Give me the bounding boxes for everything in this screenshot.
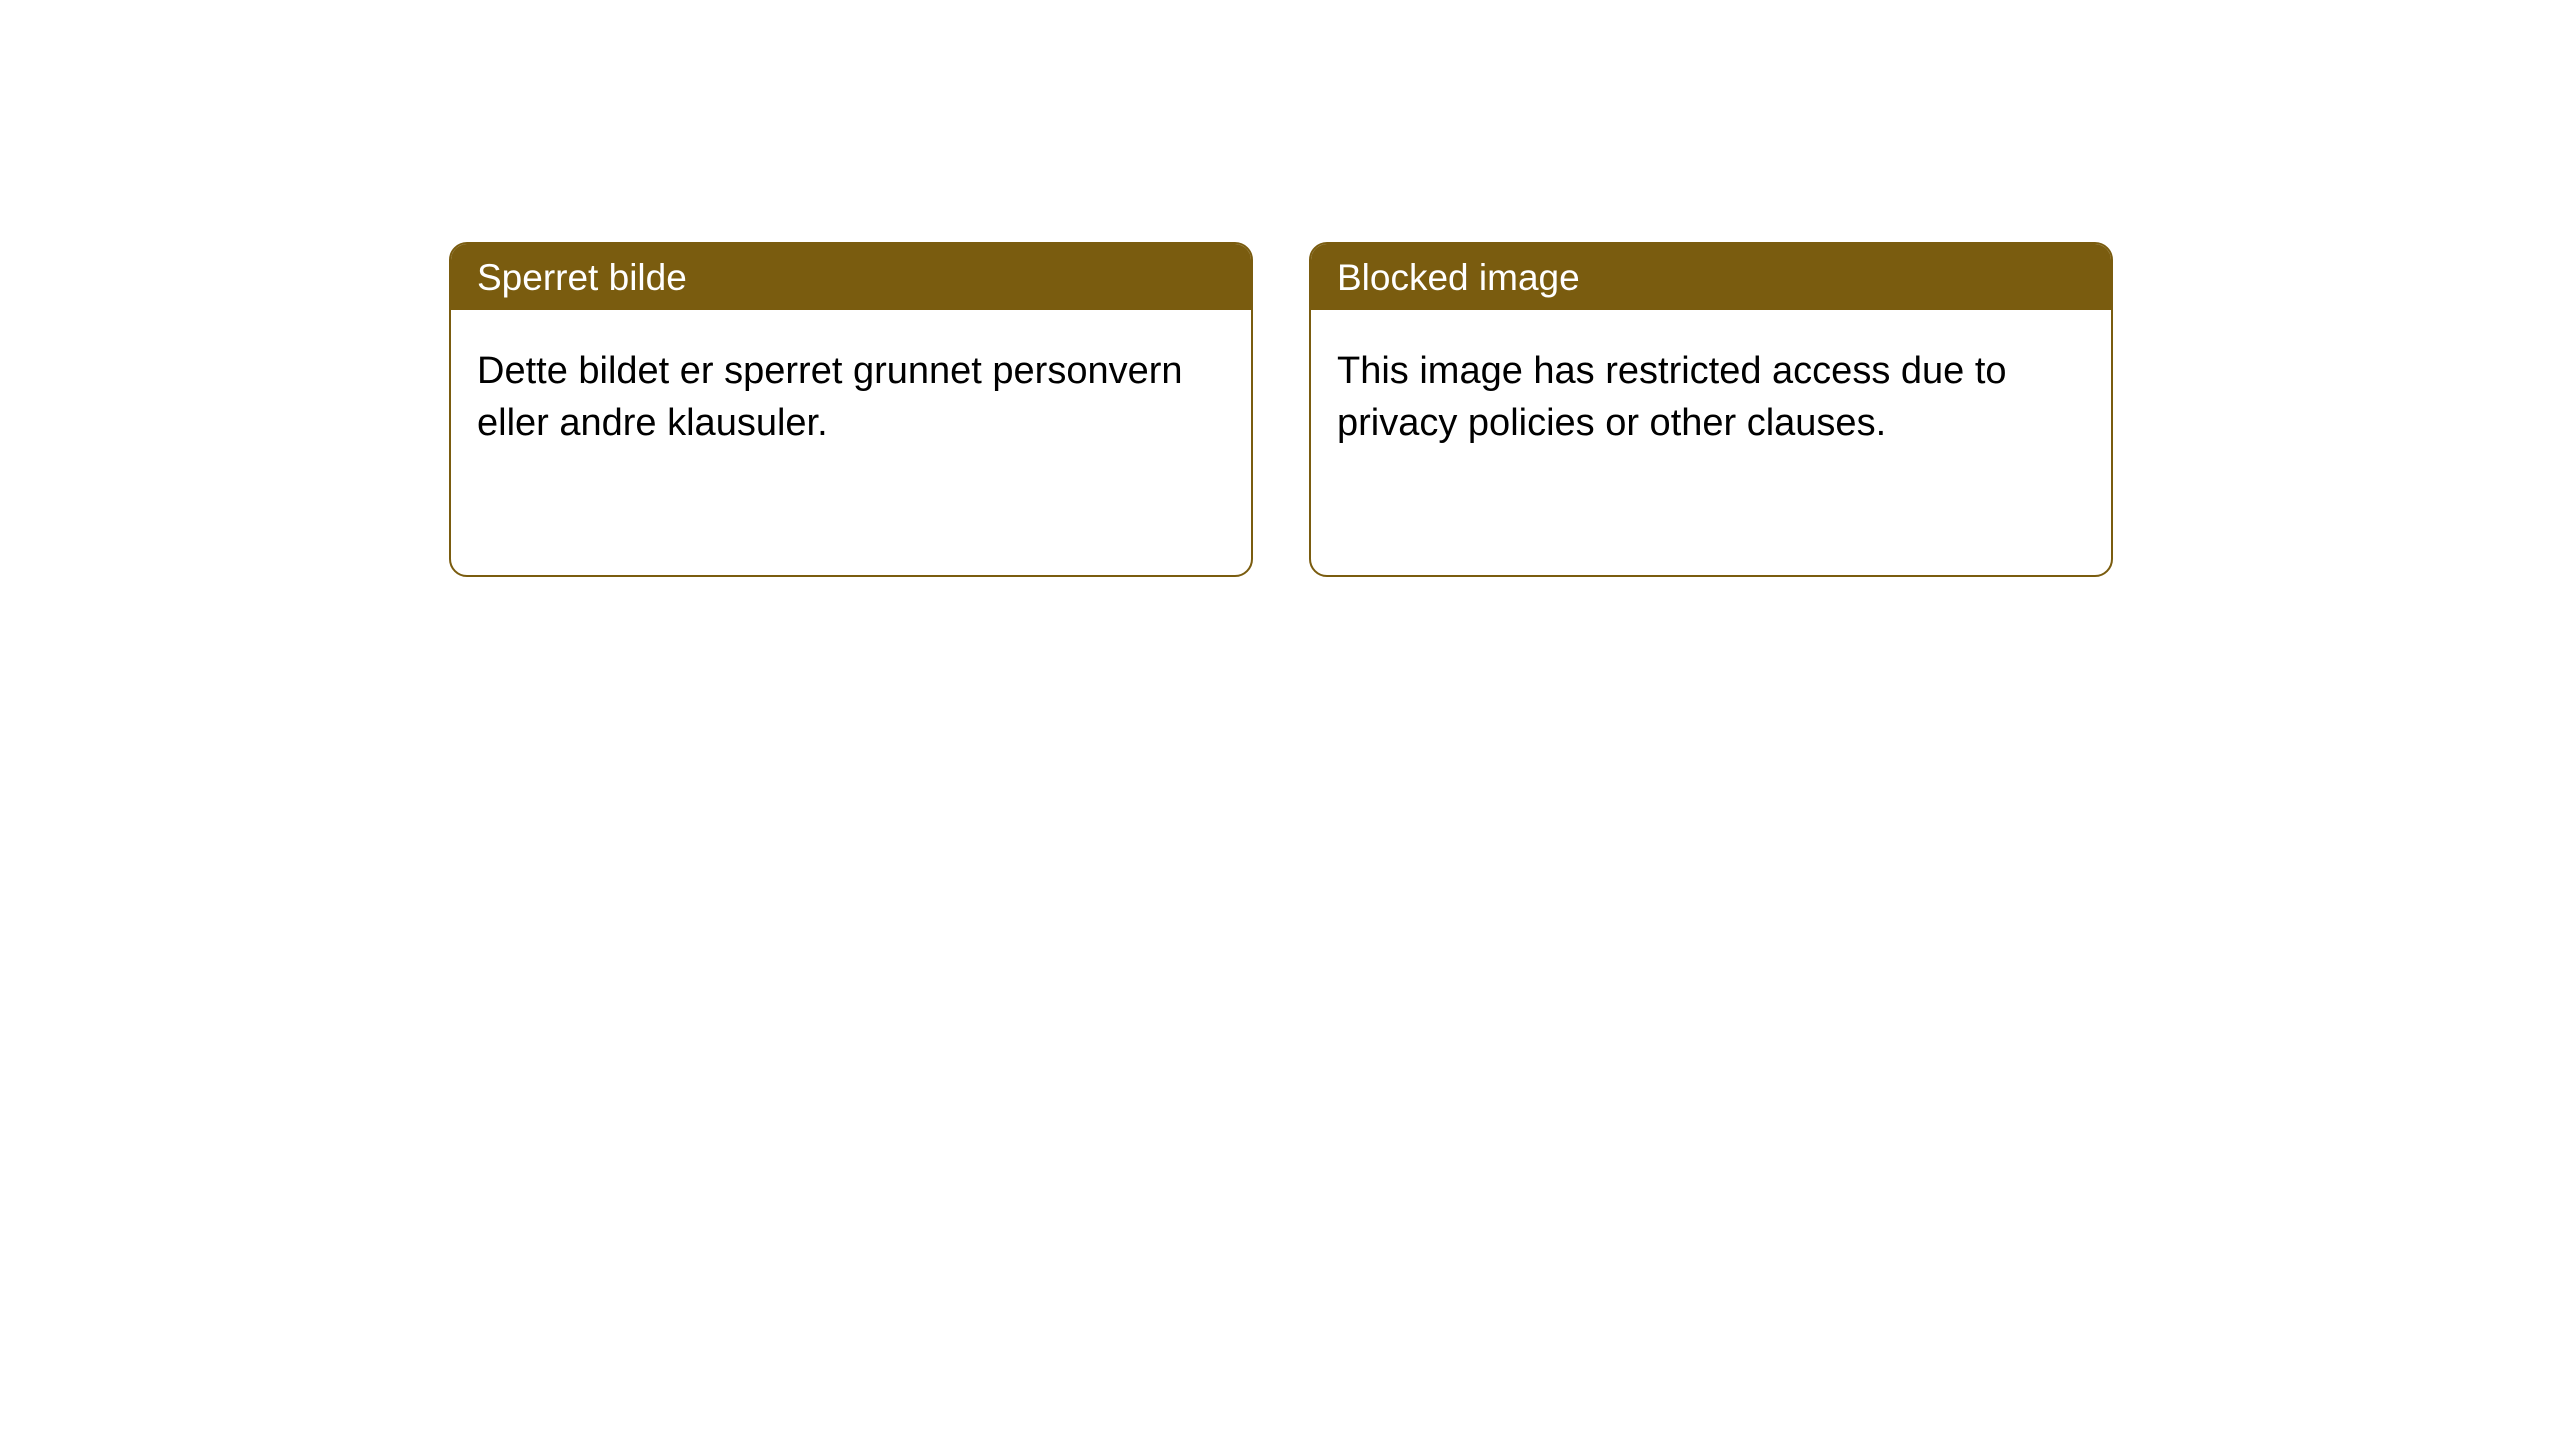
notice-container: Sperret bilde Dette bildet er sperret gr… (0, 0, 2560, 577)
notice-body-english: This image has restricted access due to … (1311, 310, 2111, 475)
notice-header-english: Blocked image (1311, 244, 2111, 310)
notice-card-english: Blocked image This image has restricted … (1309, 242, 2113, 577)
notice-body-norwegian: Dette bildet er sperret grunnet personve… (451, 310, 1251, 475)
notice-card-norwegian: Sperret bilde Dette bildet er sperret gr… (449, 242, 1253, 577)
notice-header-norwegian: Sperret bilde (451, 244, 1251, 310)
